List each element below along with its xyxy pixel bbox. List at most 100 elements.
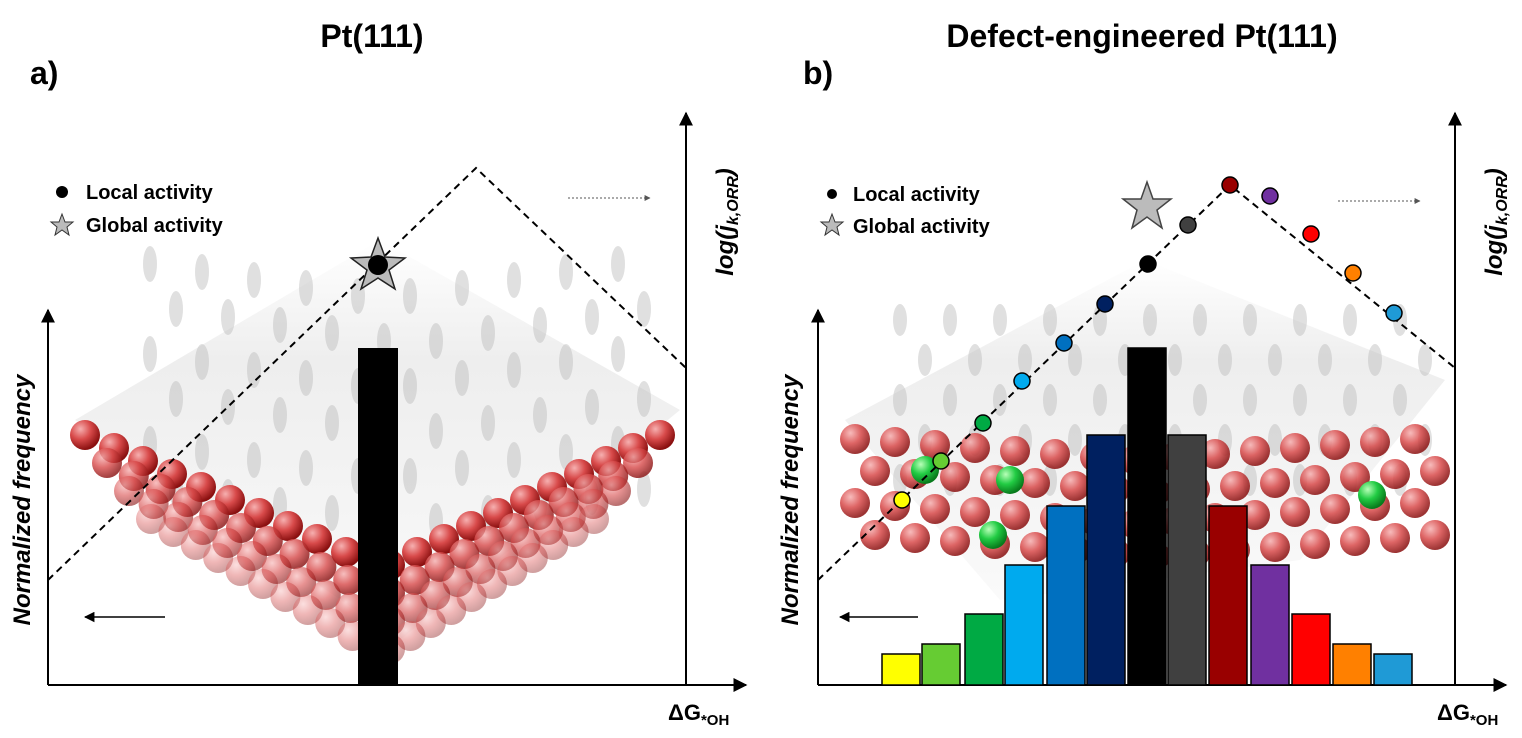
ripple xyxy=(1168,344,1182,376)
atom xyxy=(623,448,653,478)
y-label: Normalized frequency xyxy=(777,373,804,625)
ripple xyxy=(585,299,599,335)
x-sub: *OH xyxy=(701,712,729,729)
bar xyxy=(1086,434,1126,686)
ripple xyxy=(1343,304,1357,336)
y2-main: log(j xyxy=(712,224,739,276)
ripple xyxy=(533,397,547,433)
ripple xyxy=(993,384,1007,416)
y2-sub: k,ORR xyxy=(1494,176,1511,225)
x-label: ΔG*OH xyxy=(668,700,729,729)
x-main: ΔG xyxy=(1437,700,1470,725)
atom xyxy=(940,462,970,492)
atom xyxy=(860,520,890,550)
bar xyxy=(1332,643,1372,686)
ripple xyxy=(559,434,573,470)
local-points xyxy=(893,176,1403,509)
local-point xyxy=(1221,176,1239,194)
atom xyxy=(1300,529,1330,559)
atom-defect xyxy=(996,466,1024,494)
local-point xyxy=(1055,334,1073,352)
bar xyxy=(1291,613,1331,686)
legend-label: Local activity xyxy=(86,182,214,204)
atom xyxy=(1040,439,1070,469)
y2-label: log(jk,ORR) xyxy=(1481,168,1511,276)
atom xyxy=(158,517,189,547)
ripple xyxy=(507,352,521,388)
local-point xyxy=(1139,255,1157,273)
ripple xyxy=(637,381,651,417)
bar xyxy=(1127,347,1167,686)
local-point xyxy=(1385,304,1403,322)
atom xyxy=(940,526,970,556)
ripple xyxy=(481,315,495,351)
atom xyxy=(960,433,990,463)
ripple xyxy=(247,442,261,478)
atom xyxy=(900,523,930,553)
x-sub: *OH xyxy=(1470,712,1498,729)
ripple xyxy=(1293,304,1307,336)
bar xyxy=(964,613,1004,686)
ripple xyxy=(1318,344,1332,376)
panel-a: Pt(111) a) Local activity Global activit… xyxy=(9,18,748,729)
ripple xyxy=(611,246,625,282)
atom xyxy=(840,488,870,518)
histogram xyxy=(881,347,1413,686)
atom xyxy=(1400,488,1430,518)
ripple xyxy=(1068,344,1082,376)
ripple xyxy=(195,434,209,470)
ripple xyxy=(993,304,1007,336)
ripple xyxy=(481,405,495,441)
ripple xyxy=(221,389,235,425)
ripple xyxy=(403,278,417,314)
atom xyxy=(1300,465,1330,495)
atom xyxy=(1280,433,1310,463)
y2-sub: k,ORR xyxy=(725,176,742,225)
ripple xyxy=(1043,384,1057,416)
ripple xyxy=(1193,384,1207,416)
atom xyxy=(1020,532,1050,562)
volcano-line xyxy=(47,166,687,581)
dot xyxy=(368,255,388,275)
ripple xyxy=(455,360,469,396)
ripple xyxy=(1268,424,1282,456)
legend-dot xyxy=(827,189,837,199)
atoms xyxy=(70,246,675,664)
atom xyxy=(1340,462,1370,492)
ripple xyxy=(195,254,209,290)
atom xyxy=(960,497,990,527)
atom xyxy=(601,476,631,506)
atom xyxy=(1200,439,1230,469)
bar xyxy=(1046,505,1086,686)
atom xyxy=(180,530,211,560)
ripple xyxy=(273,397,287,433)
ripple xyxy=(559,344,573,380)
legend-dot xyxy=(56,186,68,198)
ripple xyxy=(403,458,417,494)
y2-main: log(j xyxy=(1481,224,1508,276)
local-point xyxy=(1302,225,1320,243)
ripple xyxy=(299,360,313,396)
bar xyxy=(358,348,398,685)
ripple xyxy=(637,291,651,327)
ripple xyxy=(943,304,957,336)
ripple xyxy=(918,344,932,376)
ripple xyxy=(195,344,209,380)
atom xyxy=(1000,500,1030,530)
ripple xyxy=(429,413,443,449)
atom xyxy=(1400,424,1430,454)
ripple xyxy=(893,384,907,416)
atom xyxy=(1340,526,1370,556)
x-label: ΔG*OH xyxy=(1437,700,1498,729)
atom-defect xyxy=(911,456,939,484)
atom xyxy=(333,565,364,595)
local-point xyxy=(1013,372,1031,390)
legend-label: Global activity xyxy=(86,215,224,237)
atom xyxy=(203,543,234,573)
atom xyxy=(1240,436,1270,466)
atom xyxy=(114,476,144,506)
ripple xyxy=(247,352,261,388)
atom xyxy=(840,424,870,454)
title: Pt(111) xyxy=(320,18,423,54)
